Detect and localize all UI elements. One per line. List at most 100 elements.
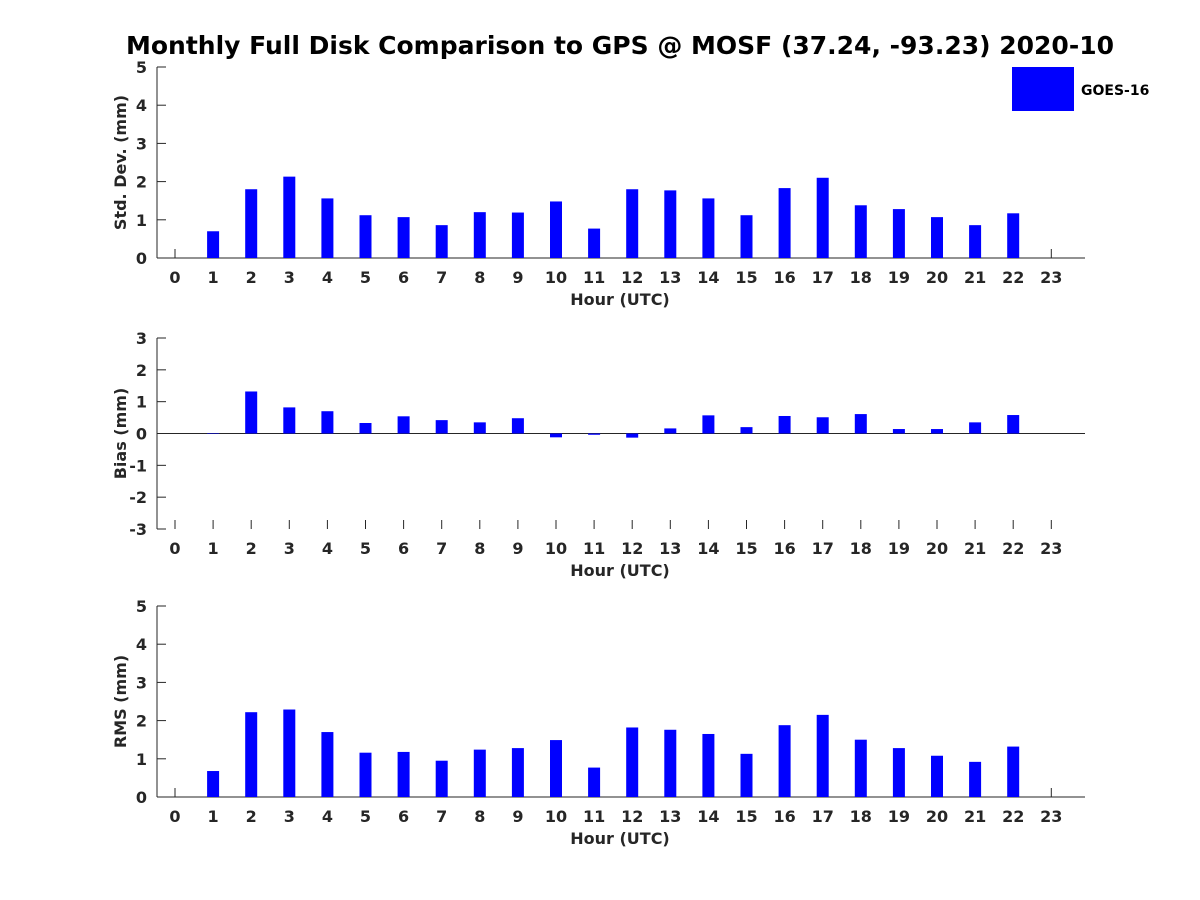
- x-tick-label: 11: [583, 539, 605, 558]
- bar-rms-hour-12: [626, 727, 639, 797]
- bar-bias-hour-17: [816, 417, 829, 434]
- bar-rms-hour-11: [588, 767, 601, 797]
- bar-rms-hour-21: [969, 761, 982, 797]
- bar-rms-hour-19: [892, 748, 905, 797]
- bar-bias-hour-22: [1007, 415, 1020, 434]
- x-tick-label: 12: [621, 807, 643, 826]
- y-tick-label: 2: [136, 712, 147, 731]
- x-tick-label: 9: [512, 268, 523, 287]
- x-tick-label: 2: [246, 539, 257, 558]
- bar-bias-hour-12: [626, 433, 639, 438]
- x-tick-label: 4: [322, 539, 333, 558]
- bar-rms-hour-4: [321, 732, 334, 797]
- x-tick-label: 9: [512, 539, 523, 558]
- x-tick-label: 1: [208, 539, 219, 558]
- x-tick-label: 23: [1040, 807, 1062, 826]
- x-tick-label: 5: [360, 539, 371, 558]
- x-tick-label: 14: [697, 539, 719, 558]
- bar-bias-hour-10: [550, 433, 562, 438]
- bar-rms-hour-16: [778, 725, 791, 797]
- bar-bias-hour-11: [588, 433, 601, 435]
- x-tick-label: 21: [964, 807, 986, 826]
- x-tick-label: 13: [659, 539, 681, 558]
- x-tick-label: 10: [545, 539, 567, 558]
- bar-rms-hour-8: [473, 749, 486, 797]
- y-tick-label: 1: [136, 750, 147, 769]
- bar-bias-hour-5: [359, 422, 372, 434]
- bar-rms-hour-15: [740, 753, 753, 797]
- x-tick-label: 21: [964, 539, 986, 558]
- y-tick-label: 3: [136, 329, 147, 348]
- x-tick-label: 0: [169, 539, 180, 558]
- x-tick-label: 13: [659, 807, 681, 826]
- x-tick-label: 3: [284, 539, 295, 558]
- x-tick-label: 13: [659, 268, 681, 287]
- bar-rms-hour-17: [816, 714, 829, 797]
- y-tick-label: 0: [136, 249, 147, 268]
- bar-rms-hour-14: [702, 733, 715, 797]
- y-tick-label: 2: [136, 361, 147, 380]
- bar-rms-hour-22: [1007, 746, 1020, 797]
- x-tick-label: 18: [850, 268, 872, 287]
- bar-rms-hour-3: [283, 709, 296, 797]
- bar-bias-hour-1: [207, 433, 220, 434]
- x-tick-label: 10: [545, 268, 567, 287]
- legend-label-goes-16: GOES-16: [1081, 83, 1149, 99]
- y-tick-label: -3: [129, 520, 147, 539]
- x-tick-label: 12: [621, 268, 643, 287]
- x-tick-label: 19: [888, 268, 910, 287]
- x-tick-label: 12: [621, 539, 643, 558]
- bar-bias-hour-21: [969, 422, 982, 434]
- y-tick-label: 0: [136, 425, 147, 444]
- bar-std-dev-hour-3: [283, 176, 296, 258]
- x-tick-label: 20: [926, 539, 948, 558]
- x-tick-label: 16: [773, 539, 795, 558]
- bar-rms-hour-7: [435, 760, 448, 797]
- bar-bias-hour-15: [740, 427, 753, 434]
- x-tick-label: 16: [773, 268, 795, 287]
- bar-std-dev-hour-18: [854, 205, 867, 258]
- bar-bias-hour-6: [397, 416, 410, 434]
- y-axis-label: Std. Dev. (mm): [111, 95, 130, 230]
- bar-std-dev-hour-5: [359, 215, 372, 258]
- bar-rms-hour-18: [854, 739, 867, 797]
- bar-bias-hour-4: [321, 411, 334, 434]
- x-tick-label: 20: [926, 807, 948, 826]
- bar-std-dev-hour-14: [702, 198, 715, 258]
- bar-bias-hour-7: [435, 420, 448, 434]
- x-tick-label: 23: [1040, 539, 1062, 558]
- x-tick-label: 0: [169, 807, 180, 826]
- x-tick-label: 22: [1002, 807, 1024, 826]
- x-tick-label: 17: [812, 268, 834, 287]
- bar-std-dev-hour-20: [931, 217, 943, 258]
- x-axis-label: Hour (UTC): [570, 561, 670, 580]
- y-tick-label: -1: [129, 456, 147, 475]
- x-tick-label: 4: [322, 268, 333, 287]
- bar-std-dev-hour-21: [969, 225, 982, 258]
- x-tick-label: 22: [1002, 539, 1024, 558]
- x-tick-label: 5: [360, 268, 371, 287]
- bar-rms-hour-2: [245, 712, 258, 797]
- x-tick-label: 1: [208, 268, 219, 287]
- bar-bias-hour-20: [931, 429, 943, 434]
- bar-std-dev-hour-8: [473, 212, 486, 258]
- x-tick-label: 6: [398, 539, 409, 558]
- bar-std-dev-hour-11: [588, 228, 601, 258]
- bar-std-dev-hour-6: [397, 217, 410, 258]
- x-tick-label: 11: [583, 807, 605, 826]
- y-axis-label: RMS (mm): [111, 655, 130, 748]
- bar-std-dev-hour-1: [207, 231, 220, 258]
- x-tick-label: 3: [284, 807, 295, 826]
- bar-bias-hour-18: [854, 414, 867, 434]
- x-tick-label: 9: [512, 807, 523, 826]
- bar-bias-hour-16: [778, 415, 791, 434]
- bar-std-dev-hour-10: [550, 201, 562, 258]
- x-tick-label: 1: [208, 807, 219, 826]
- x-axis-label: Hour (UTC): [570, 290, 670, 309]
- bar-std-dev-hour-13: [664, 190, 677, 258]
- x-tick-label: 21: [964, 268, 986, 287]
- y-tick-label: 5: [136, 597, 147, 616]
